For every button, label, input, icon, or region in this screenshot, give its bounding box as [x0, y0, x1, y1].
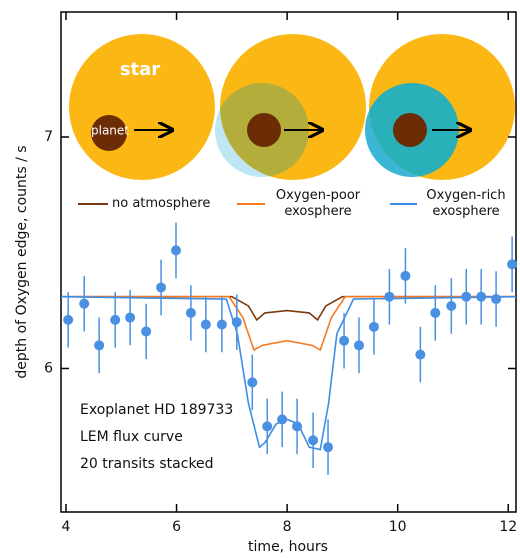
data-point	[141, 326, 152, 337]
x-tick-label: 8	[283, 519, 292, 535]
y-axis-label: depth of Oxygen edge, counts / s	[14, 145, 30, 378]
data-point	[216, 319, 227, 330]
data-point	[94, 340, 105, 351]
data-point	[277, 414, 288, 425]
data-point	[339, 335, 350, 346]
x-tick-label: 12	[499, 519, 517, 535]
annotation: LEM flux curve	[80, 429, 183, 445]
x-tick-label: 4	[62, 519, 71, 535]
legend-label: Oxygen-rich exosphere	[426, 188, 506, 219]
data-point	[323, 442, 334, 453]
data-point	[476, 291, 487, 302]
annotation: Exoplanet HD 189733	[80, 402, 233, 418]
x-tick-label: 6	[172, 519, 181, 535]
star-label: star	[120, 59, 160, 80]
data-point	[231, 317, 242, 328]
data-point	[491, 294, 502, 305]
data-point	[507, 259, 518, 270]
data-point	[200, 319, 211, 330]
data-point	[400, 270, 411, 281]
data-point	[384, 291, 395, 302]
data-point	[461, 291, 472, 302]
data-point	[79, 298, 90, 309]
model-line	[61, 295, 516, 322]
data-point	[247, 377, 258, 388]
data-point	[308, 435, 319, 446]
data-point	[292, 421, 303, 432]
legend-label: no atmosphere	[112, 196, 211, 211]
data-point	[110, 314, 121, 325]
y-tick-label: 7	[44, 129, 53, 145]
planet-label: planet	[91, 124, 129, 138]
y-tick-label: 6	[44, 360, 53, 376]
data-point	[63, 314, 74, 325]
data-point	[125, 312, 136, 323]
data-point	[262, 421, 273, 432]
data-point	[185, 307, 196, 318]
data-point	[430, 307, 441, 318]
data-point	[368, 321, 379, 332]
data-point	[415, 349, 426, 360]
illustration: star planet	[69, 34, 515, 180]
legend-label: Oxygen-poor exosphere	[275, 188, 361, 219]
model-line	[61, 295, 516, 352]
data-point	[446, 300, 457, 311]
data-point	[353, 340, 364, 351]
data-point	[156, 282, 167, 293]
x-axis-label: time, hours	[248, 539, 328, 555]
x-tick-label: 10	[389, 519, 407, 535]
data-point	[170, 245, 181, 256]
annotation: 20 transits stacked	[80, 456, 214, 472]
